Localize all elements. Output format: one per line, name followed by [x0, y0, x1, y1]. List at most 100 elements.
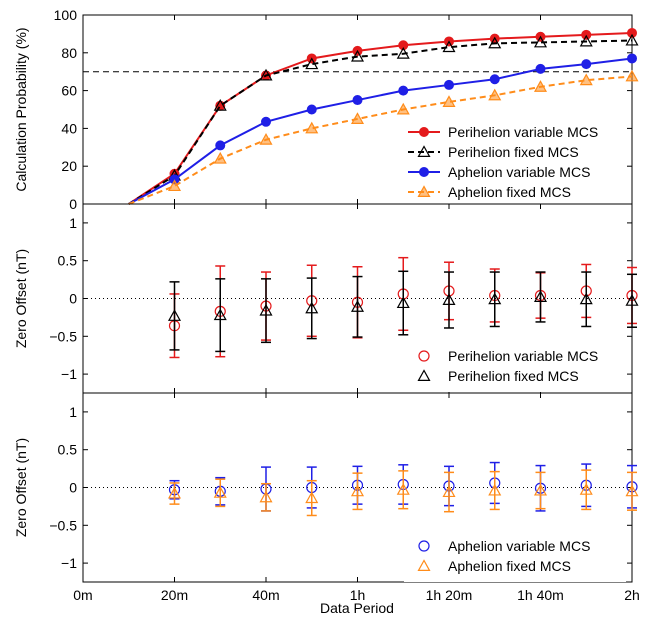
data-point — [489, 74, 500, 85]
data-point — [488, 483, 502, 496]
y-tick-label: −0.5 — [49, 328, 77, 344]
legend-marker — [418, 350, 430, 362]
y-tick-label: 20 — [61, 158, 77, 174]
series-line — [128, 75, 633, 205]
series-aphelion-variable-mcs — [128, 53, 637, 205]
data-point — [533, 80, 548, 92]
x-axis-label: Data Period — [320, 600, 394, 616]
data-point — [215, 140, 226, 151]
x-tick-label: 1h — [350, 587, 366, 603]
data-point — [488, 292, 502, 305]
legend-marker — [417, 145, 431, 157]
data-point — [579, 483, 593, 495]
data-point — [305, 57, 319, 70]
legend-marker — [418, 540, 430, 552]
legend-label: Aphelion variable MCS — [448, 164, 590, 180]
legend-label: Perihelion fixed MCS — [448, 368, 579, 384]
data-point — [213, 308, 227, 321]
data-point — [581, 59, 592, 70]
data-point — [259, 490, 273, 503]
y-tick-label: 40 — [61, 120, 77, 136]
data-point — [396, 47, 410, 59]
data-point — [213, 151, 227, 164]
y-axis-label: Zero Offset (nT) — [13, 249, 29, 348]
y-tick-label: 1 — [69, 215, 77, 231]
legend-label: Aphelion variable MCS — [448, 538, 590, 554]
y-tick-label: 0.5 — [58, 253, 78, 269]
data-point — [259, 303, 273, 316]
legend: Perihelion variable MCS Perihelion fixed … — [404, 342, 626, 392]
data-point — [579, 292, 593, 305]
data-point — [579, 34, 593, 47]
data-point — [627, 53, 637, 64]
y-axis-label: Calculation Probability (%) — [13, 27, 29, 191]
series-aphelion-fixed-mcs — [128, 69, 639, 205]
data-point — [396, 296, 410, 309]
data-point — [444, 79, 454, 90]
series-perihelion-fixed-mcs — [167, 270, 639, 353]
data-point — [488, 88, 502, 101]
data-point — [350, 484, 365, 497]
y-tick-label: 100 — [54, 7, 78, 23]
legend-box — [404, 118, 626, 208]
y-axis-label: Zero Offset (nT) — [13, 438, 29, 537]
y-tick-label: −1 — [61, 555, 77, 571]
data-point — [306, 104, 317, 115]
x-tick-label: 0m — [73, 587, 92, 603]
y-tick-label: 0 — [69, 291, 77, 307]
y-tick-label: 60 — [61, 83, 77, 99]
x-tick-label: 1h 20m — [426, 587, 473, 603]
legend-marker — [417, 559, 431, 572]
panel-3: −1 −0.5 0 0.5 1 0m 20m 40m 1h 1h 20m 1h 40m 2h Zero … — [13, 392, 640, 603]
data-point — [398, 40, 409, 51]
data-point — [305, 121, 319, 134]
y-tick-label: 1 — [69, 404, 77, 420]
x-tick-label: 1h 40m — [517, 587, 564, 603]
data-point — [535, 63, 546, 74]
y-tick-label: −1 — [61, 366, 77, 382]
data-point — [305, 491, 319, 504]
legend-label: Perihelion variable MCS — [448, 124, 598, 140]
y-tick-label: 0 — [69, 480, 77, 496]
legend: Aphelion variable MCS Aphelion fixed MCS — [404, 532, 626, 582]
data-point — [625, 294, 639, 306]
panel-1: 0 20 40 60 80 100 Calculation Probability (%) P… — [13, 7, 639, 212]
data-point — [396, 102, 410, 115]
data-point — [442, 485, 456, 498]
series-aphelion-fixed-mcs — [167, 469, 639, 517]
panel-2: −1 −0.5 0 0.5 1 Zero Offset (nT) Perihelion va… — [13, 203, 639, 394]
data-point — [213, 98, 227, 111]
data-point — [625, 69, 639, 82]
legend-marker — [419, 167, 429, 177]
data-point — [350, 112, 365, 124]
legend: Perihelion variable MCS Perihelion fixed … — [404, 118, 626, 208]
legend-box — [404, 532, 626, 582]
data-point — [442, 95, 456, 107]
data-point — [488, 36, 502, 49]
legend-marker — [417, 369, 431, 381]
x-tick-label: 2h — [624, 587, 640, 603]
legend-marker — [417, 185, 431, 197]
data-point — [305, 301, 319, 314]
data-point — [579, 73, 593, 86]
y-tick-label: 0.5 — [58, 442, 78, 458]
data-point — [396, 483, 410, 495]
data-point — [167, 179, 182, 192]
y-tick-label: 0 — [69, 196, 77, 212]
legend-label: Perihelion variable MCS — [448, 348, 598, 364]
series-perihelion-fixed-mcs — [128, 33, 639, 205]
data-point — [213, 486, 227, 498]
y-tick-label: 80 — [61, 45, 77, 61]
data-point — [625, 484, 639, 497]
x-tick-label: 40m — [252, 587, 279, 603]
data-point — [259, 133, 273, 145]
data-point — [442, 293, 456, 306]
legend-label: Aphelion fixed MCS — [448, 184, 571, 200]
data-point — [350, 300, 365, 312]
legend-box — [404, 342, 626, 392]
x-tick-label: 20m — [161, 587, 188, 603]
data-point — [167, 309, 182, 321]
data-point — [625, 33, 639, 46]
data-point — [259, 68, 273, 81]
data-point — [533, 483, 548, 496]
